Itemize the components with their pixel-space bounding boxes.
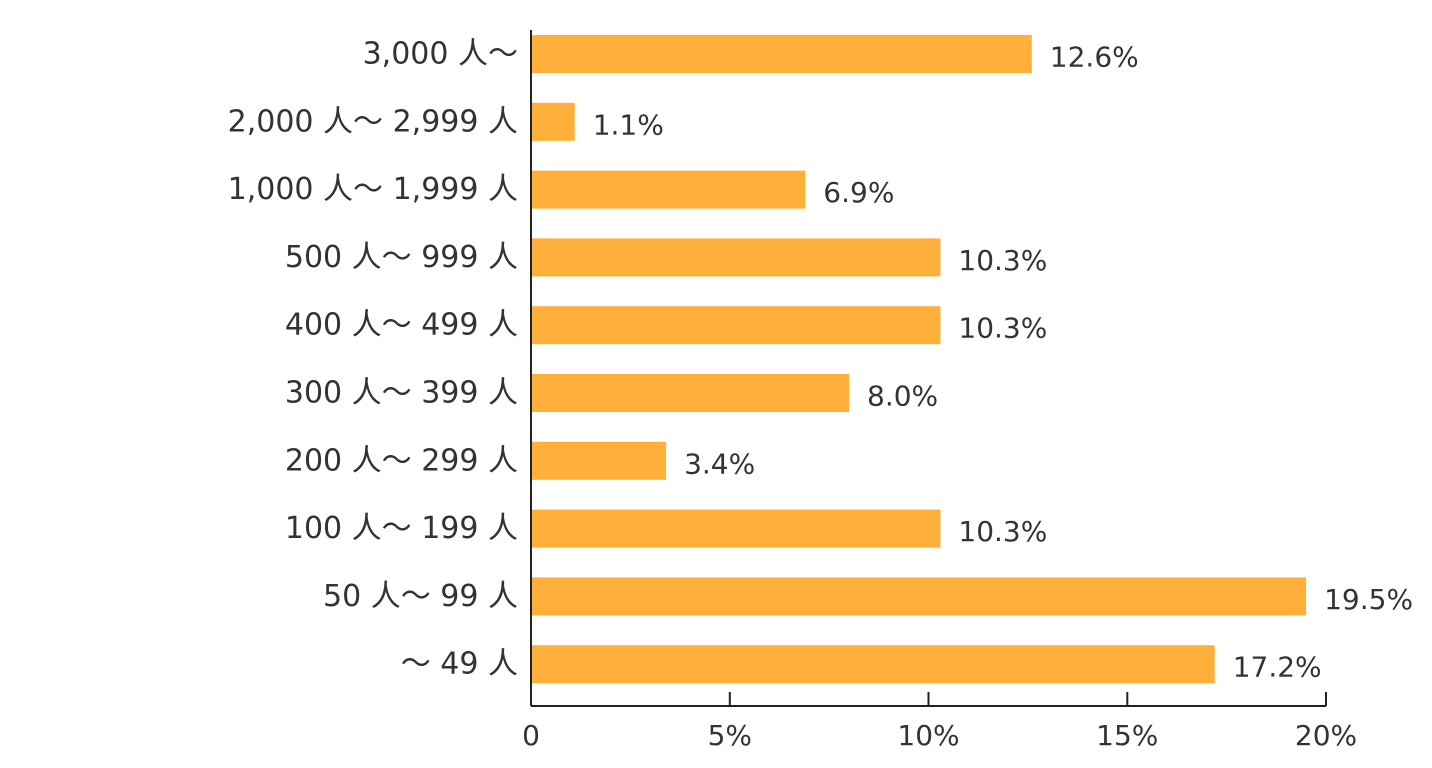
- bar: [531, 102, 575, 141]
- value-label: 12.6%: [1050, 41, 1139, 74]
- bar: [531, 441, 667, 480]
- value-label: 10.3%: [958, 312, 1047, 345]
- bar: [531, 35, 1032, 73]
- category-label: 〜 49 人: [401, 647, 518, 682]
- value-label: 10.3%: [958, 244, 1047, 277]
- value-label: 10.3%: [958, 515, 1047, 548]
- x-tick-label: 20%: [1295, 719, 1357, 752]
- value-labels: 12.6% 1.1% 6.9% 10.3% 10.3% 8.0% 3.4% 10.3% 19.5…: [593, 41, 1413, 684]
- category-label: 400 人〜 499 人: [285, 308, 518, 343]
- bar: [531, 645, 1215, 684]
- category-label: 500 人〜 999 人: [285, 240, 518, 275]
- bar: [531, 577, 1307, 616]
- bar: [531, 306, 941, 345]
- bar: [531, 170, 806, 209]
- value-label: 8.0%: [867, 380, 938, 413]
- x-axis-ticks: 0 5% 10% 15% 20%: [522, 692, 1357, 752]
- bar: [531, 238, 941, 277]
- category-label: 300 人〜 399 人: [285, 376, 518, 411]
- value-label: 6.9%: [823, 176, 894, 209]
- category-label: 100 人〜 199 人: [285, 511, 518, 546]
- bars-layer: [531, 35, 1307, 684]
- x-tick-label: 0: [522, 719, 540, 752]
- category-label: 2,000 人〜 2,999 人: [228, 104, 518, 139]
- category-labels: 3,000 人〜 2,000 人〜 2,999 人 1,000 人〜 1,999 人…: [228, 37, 518, 682]
- value-label: 3.4%: [684, 447, 755, 480]
- bar: [531, 374, 849, 412]
- category-label: 3,000 人〜: [363, 37, 518, 72]
- value-label: 19.5%: [1324, 583, 1413, 616]
- value-label: 1.1%: [593, 108, 664, 141]
- category-label: 200 人〜 299 人: [285, 443, 518, 478]
- x-tick-label: 5%: [708, 719, 752, 752]
- category-label: 1,000 人〜 1,999 人: [228, 172, 518, 207]
- x-tick-label: 10%: [897, 719, 959, 752]
- category-label: 50 人〜 99 人: [323, 579, 518, 614]
- bar: [531, 509, 941, 548]
- x-tick-label: 15%: [1096, 719, 1158, 752]
- value-label: 17.2%: [1233, 651, 1322, 684]
